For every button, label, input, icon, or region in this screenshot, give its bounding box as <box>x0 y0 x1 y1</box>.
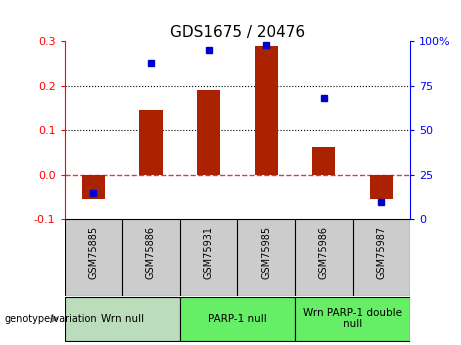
Text: GSM75987: GSM75987 <box>377 226 386 279</box>
Text: GSM75886: GSM75886 <box>146 226 156 278</box>
Text: Wrn PARP-1 double
null: Wrn PARP-1 double null <box>303 308 402 329</box>
Bar <box>140 110 163 175</box>
Bar <box>370 175 393 199</box>
Bar <box>295 297 410 341</box>
Title: GDS1675 / 20476: GDS1675 / 20476 <box>170 25 305 40</box>
Text: genotype/variation: genotype/variation <box>5 314 97 324</box>
Text: GSM75885: GSM75885 <box>89 226 98 279</box>
Bar <box>180 297 295 341</box>
Bar <box>313 147 336 175</box>
Bar <box>197 90 220 175</box>
Text: GSM75986: GSM75986 <box>319 226 329 278</box>
Text: GSM75931: GSM75931 <box>204 226 213 278</box>
Bar <box>254 46 278 175</box>
Bar <box>82 175 105 199</box>
Text: Wrn null: Wrn null <box>100 314 144 324</box>
Text: PARP-1 null: PARP-1 null <box>208 314 267 324</box>
Text: GSM75985: GSM75985 <box>261 226 271 279</box>
Bar <box>65 297 180 341</box>
